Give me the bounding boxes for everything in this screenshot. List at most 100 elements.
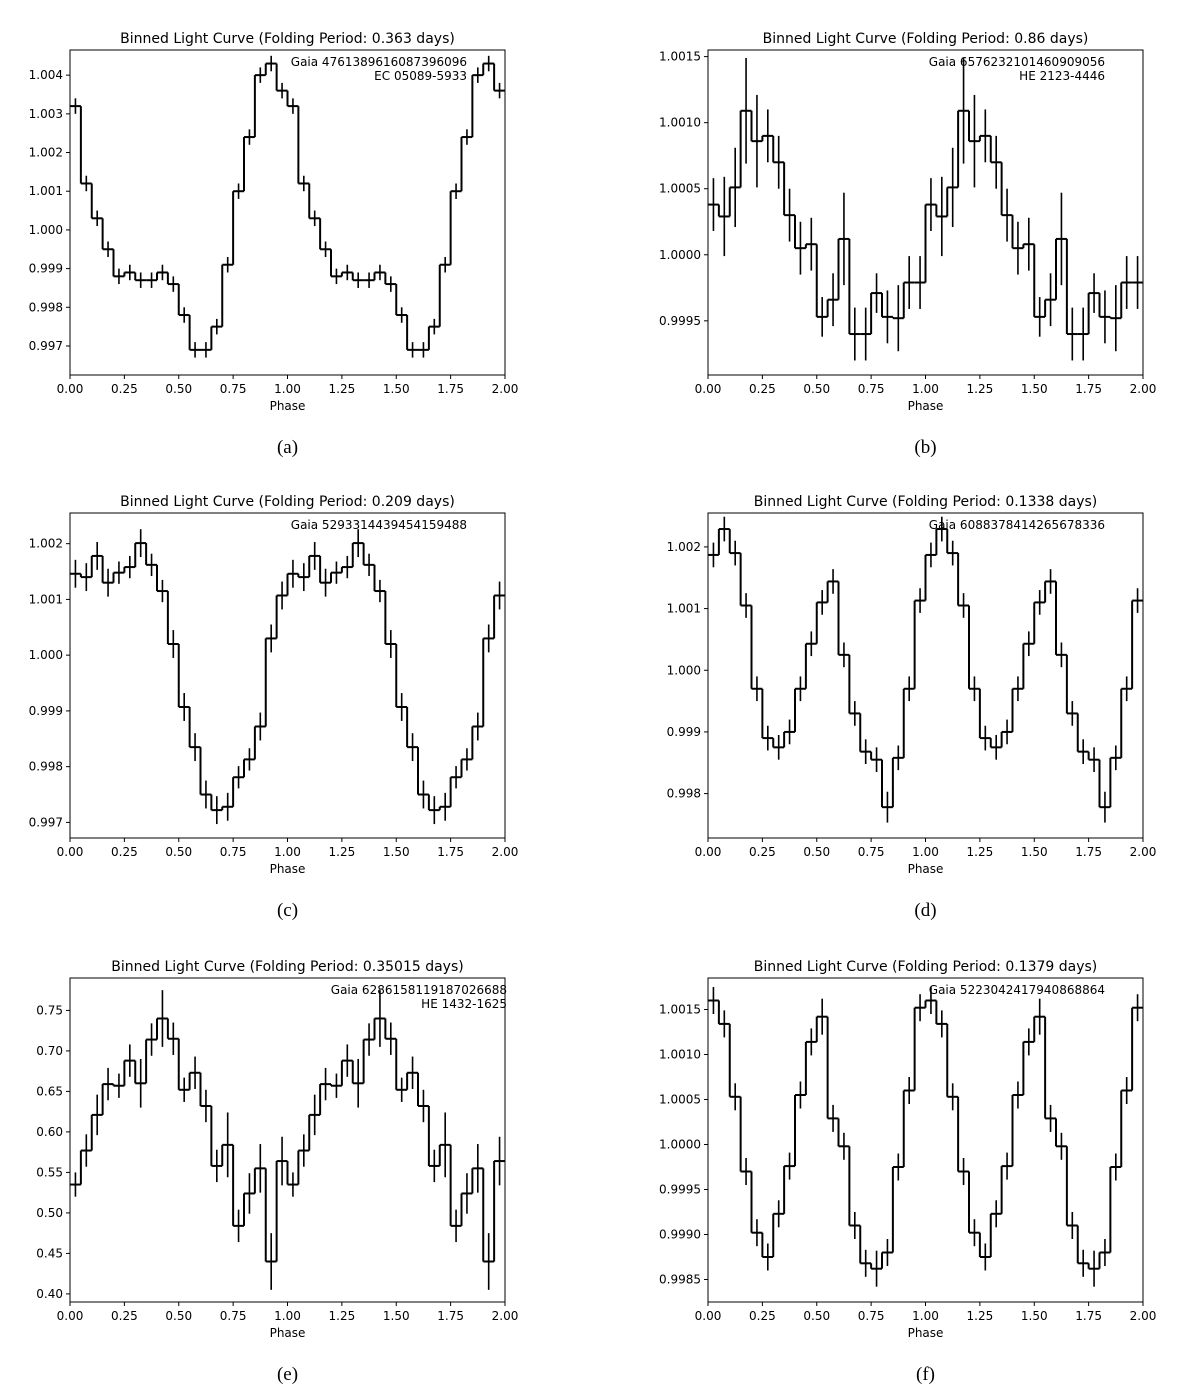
x-tick-label: 0.75	[858, 1309, 885, 1323]
x-tick-label: 1.25	[967, 845, 994, 859]
plot-frame	[69, 49, 506, 376]
x-tick-label: 0.25	[749, 382, 776, 396]
plot-frame	[707, 49, 1144, 376]
chart-title: Binned Light Curve (Folding Period: 0.36…	[120, 31, 455, 47]
annotation: Gaia 6576232101460909056	[929, 55, 1105, 69]
y-tick-label: 1.000	[667, 663, 701, 677]
y-tick-label: 0.70	[36, 1044, 63, 1058]
annotation: Gaia 6286158119187026688	[331, 983, 507, 997]
y-tick-label: 0.45	[36, 1246, 63, 1260]
y-tick-label: 0.55	[36, 1165, 63, 1179]
y-tick-label: 1.0010	[659, 116, 701, 130]
x-tick-label: 1.75	[437, 1309, 464, 1323]
y-tick-label: 1.001	[29, 184, 63, 198]
x-tick-label: 1.00	[912, 1309, 939, 1323]
y-tick-label: 1.0015	[659, 1003, 701, 1017]
x-tick-label: 0.75	[220, 382, 247, 396]
x-tick-label: 2.00	[1130, 1309, 1157, 1323]
y-tick-label: 1.003	[29, 107, 63, 121]
x-tick-label: 0.75	[220, 1309, 247, 1323]
x-tick-label: 1.00	[912, 845, 939, 859]
x-tick-label: 1.50	[1021, 845, 1048, 859]
x-tick-label: 0.50	[803, 845, 830, 859]
x-tick-label: 2.00	[1130, 382, 1157, 396]
x-tick-label: 1.50	[1021, 382, 1048, 396]
x-axis-label: Phase	[908, 862, 944, 876]
x-tick-label: 0.00	[57, 1309, 84, 1323]
x-tick-label: 2.00	[492, 1309, 519, 1323]
plot-frame	[69, 512, 506, 839]
x-tick-label: 1.25	[329, 382, 356, 396]
x-tick-label: 1.00	[274, 845, 301, 859]
x-tick-label: 0.00	[695, 845, 722, 859]
y-tick-label: 0.75	[36, 1003, 63, 1017]
y-tick-label: 1.0005	[659, 1093, 701, 1107]
x-tick-label: 2.00	[1130, 845, 1157, 859]
caption: (e)	[277, 1364, 298, 1385]
x-tick-label: 1.00	[274, 1309, 301, 1323]
y-tick-label: 0.998	[667, 787, 701, 801]
x-tick-label: 0.25	[749, 845, 776, 859]
y-tick-label: 0.998	[29, 300, 63, 314]
annotation: Gaia 6088378414265678336	[929, 518, 1105, 532]
y-tick-label: 0.9990	[659, 1228, 701, 1242]
x-tick-label: 0.00	[57, 845, 84, 859]
caption: (a)	[277, 437, 298, 458]
plot-frame	[707, 977, 1144, 1303]
annotation: EC 05089-5933	[374, 69, 467, 83]
y-tick-label: 1.002	[667, 540, 701, 554]
x-axis-label: Phase	[908, 1326, 944, 1340]
y-tick-label: 0.9985	[659, 1273, 701, 1287]
annotation: Gaia 4761389616087396096	[291, 55, 467, 69]
plot-frame	[69, 977, 506, 1303]
x-axis-label: Phase	[270, 399, 306, 413]
chart-title: Binned Light Curve (Folding Period: 0.35…	[111, 959, 463, 975]
x-tick-label: 1.50	[383, 1309, 410, 1323]
chart-title: Binned Light Curve (Folding Period: 0.13…	[754, 959, 1098, 975]
y-tick-label: 0.60	[36, 1125, 63, 1139]
y-tick-label: 0.9995	[659, 1183, 701, 1197]
caption: (f)	[916, 1364, 935, 1385]
x-tick-label: 0.25	[111, 382, 138, 396]
y-tick-label: 1.0015	[659, 50, 701, 64]
x-tick-label: 1.50	[383, 382, 410, 396]
y-tick-label: 1.0000	[659, 248, 701, 262]
y-tick-label: 1.0000	[659, 1138, 701, 1152]
x-axis-label: Phase	[908, 399, 944, 413]
x-tick-label: 0.50	[165, 382, 192, 396]
chart-title: Binned Light Curve (Folding Period: 0.86…	[763, 31, 1089, 47]
chart-title: Binned Light Curve (Folding Period: 0.20…	[120, 494, 455, 510]
x-tick-label: 1.00	[912, 382, 939, 396]
x-tick-label: 0.50	[803, 382, 830, 396]
y-tick-label: 1.001	[667, 602, 701, 616]
chart-title: Binned Light Curve (Folding Period: 0.13…	[754, 494, 1098, 510]
x-tick-label: 0.75	[858, 382, 885, 396]
annotation: Gaia 5223042417940868864	[929, 983, 1105, 997]
y-tick-label: 1.000	[29, 223, 63, 237]
y-tick-label: 0.999	[29, 704, 63, 718]
annotation: HE 1432-1625	[421, 997, 507, 1011]
y-tick-label: 1.002	[29, 146, 63, 160]
x-tick-label: 1.75	[1075, 382, 1102, 396]
x-tick-label: 2.00	[492, 845, 519, 859]
x-tick-label: 0.50	[165, 845, 192, 859]
x-tick-label: 0.00	[695, 382, 722, 396]
y-tick-label: 0.998	[29, 760, 63, 774]
y-tick-label: 0.999	[667, 725, 701, 739]
y-tick-label: 0.50	[36, 1206, 63, 1220]
x-tick-label: 0.50	[165, 1309, 192, 1323]
caption: (c)	[277, 900, 298, 921]
y-tick-label: 0.999	[29, 262, 63, 276]
y-tick-label: 1.002	[29, 537, 63, 551]
x-tick-label: 1.25	[329, 845, 356, 859]
x-tick-label: 0.75	[220, 845, 247, 859]
y-tick-label: 1.004	[29, 68, 63, 82]
y-tick-label: 0.40	[36, 1287, 63, 1301]
x-tick-label: 0.25	[111, 1309, 138, 1323]
x-tick-label: 0.75	[858, 845, 885, 859]
x-tick-label: 1.50	[383, 845, 410, 859]
x-tick-label: 0.00	[695, 1309, 722, 1323]
x-tick-label: 1.75	[437, 845, 464, 859]
y-tick-label: 1.0010	[659, 1048, 701, 1062]
